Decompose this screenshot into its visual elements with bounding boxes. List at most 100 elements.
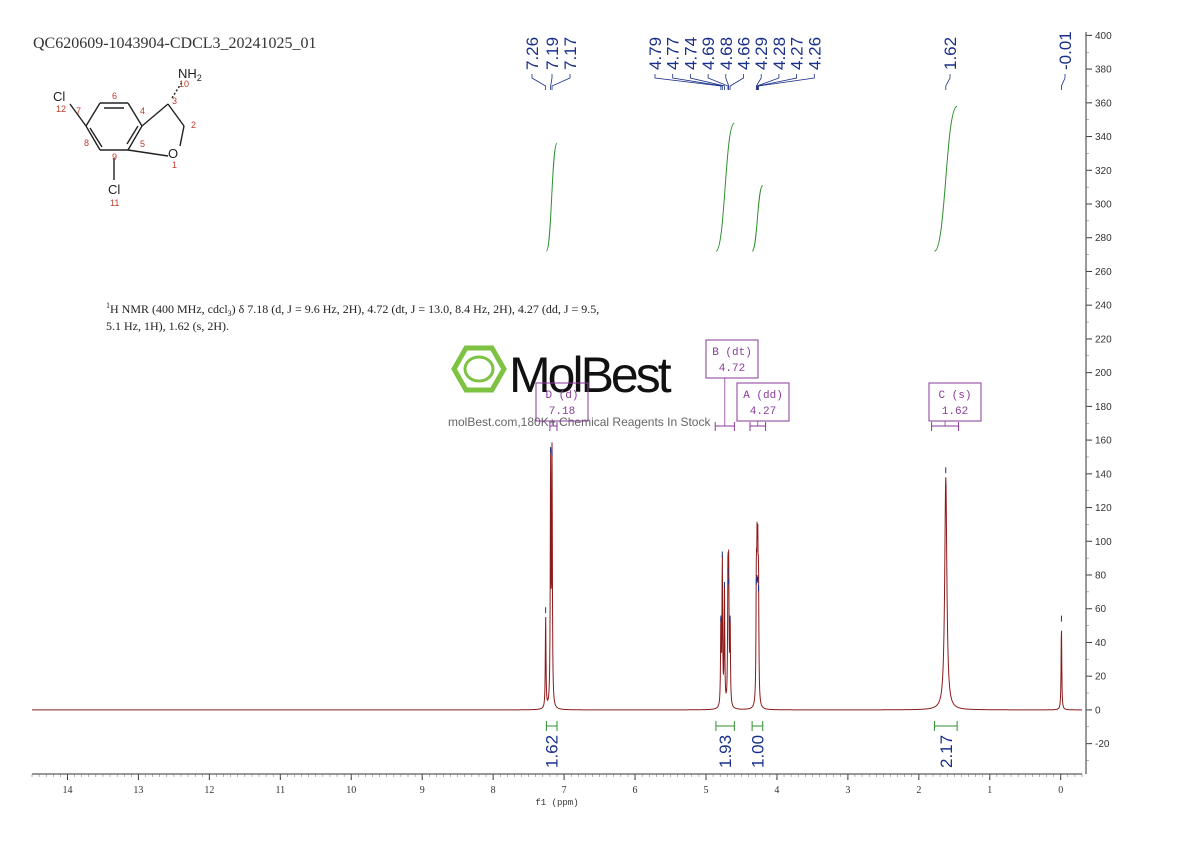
integral-curve (751, 184, 764, 252)
y-tick-label: 180 (1095, 402, 1112, 413)
y-tick-label: 40 (1095, 638, 1107, 649)
multiplet-shift: 1.62 (942, 406, 968, 418)
x-tick-label: 7 (562, 785, 567, 796)
peak-leader-line (757, 74, 797, 90)
chemical-structure (69, 81, 185, 180)
multiplet-box (535, 382, 589, 422)
y-tick-label: 120 (1095, 503, 1112, 514)
peak-leader-line (672, 74, 723, 90)
peak-shift-label: 4.28 (770, 37, 789, 70)
y-tick-label: 60 (1095, 604, 1107, 615)
multiplet-box (928, 382, 982, 422)
integral-curve (933, 105, 958, 252)
multiplet-shift: 7.18 (549, 406, 575, 418)
integral-value: 1.00 (748, 735, 767, 768)
integral-layer: 1.62 1.93 1.00 2.17 (543, 105, 958, 768)
peak-leader-line (654, 74, 722, 90)
y-tick-label: 340 (1095, 132, 1112, 143)
y-tick-label: 20 (1095, 672, 1107, 683)
peak-shift-label: 7.26 (523, 37, 542, 70)
multiplet-label: B (dt) (712, 347, 752, 359)
peak-shift-label: 4.74 (681, 37, 700, 70)
atom-number: 7 (76, 106, 81, 116)
integral-curve (715, 122, 735, 252)
peak-leader-line (690, 74, 725, 90)
nmr-description-line1: 1H NMR (400 MHz, cdcl3) δ 7.18 (d, J = 9… (106, 301, 599, 318)
y-tick-label: 260 (1095, 267, 1112, 278)
y-tick-label: 380 (1095, 65, 1112, 76)
peak-shift-label: 4.79 (646, 37, 665, 70)
peak-shift-label: 4.27 (788, 37, 807, 70)
peak-leader-line (725, 74, 730, 90)
x-tick-label: 9 (420, 785, 425, 796)
atom-number: 4 (140, 106, 145, 116)
peak-shift-label: -0.01 (1056, 31, 1075, 70)
x-tick-label: 4 (774, 785, 779, 796)
y-tick-layer: 4003803603403203002802602402202001801601… (1086, 31, 1112, 761)
multiplet-box (736, 382, 790, 422)
y-tick-label: 80 (1095, 571, 1107, 582)
peak-leader-line (756, 74, 780, 90)
oxygen-label: O (168, 146, 178, 161)
multiplet-shift: 4.27 (750, 406, 776, 418)
peak-leader-line (551, 74, 571, 90)
sample-id: QC620609-1043904-CDCL3_20241025_01 (33, 35, 317, 52)
watermark-brand: MolBest (509, 347, 672, 403)
y-tick-label: 280 (1095, 233, 1112, 244)
y-tick-label: 160 (1095, 436, 1112, 447)
structure-labels: NH2 Cl Cl O 1 2 3 4 5 6 7 8 9 10 11 12 (53, 66, 202, 208)
atom-number: 10 (179, 79, 189, 89)
multiplet-box (705, 339, 759, 379)
y-tick-label: 360 (1095, 98, 1112, 109)
multiplet-layer: D (d) 7.18 B (dt) 4.72 A (dd) 4.27 C (s) 1.62 (535, 339, 982, 431)
multiplet-label: D (d) (545, 390, 578, 402)
y-tick-label: 220 (1095, 334, 1112, 345)
x-tick-label: 10 (346, 785, 356, 796)
multiplet-label: C (s) (938, 390, 971, 402)
atom-number: 9 (112, 152, 117, 162)
atom-number: 5 (140, 139, 145, 149)
peak-leader-line (707, 74, 729, 90)
spectrum-line (32, 442, 1083, 711)
peak-shift-label: 4.29 (752, 37, 771, 70)
x-tick-label: 14 (62, 785, 72, 796)
x-tick-label: 8 (491, 785, 496, 796)
multiplet-label: A (dd) (743, 390, 783, 402)
y-tick-label: -20 (1095, 739, 1110, 750)
chlorine-top-label: Cl (53, 89, 65, 104)
x-tick-label: 13 (133, 785, 143, 796)
peak-leader-line (531, 74, 547, 90)
atom-number: 6 (112, 91, 117, 101)
y-tick-label: 300 (1095, 200, 1112, 211)
y-tick-label: 400 (1095, 31, 1112, 42)
peak-shift-label: 7.17 (561, 37, 580, 70)
x-tick-label: 1 (987, 785, 992, 796)
benzene-ring-icon (463, 355, 495, 383)
y-tick-label: 0 (1095, 705, 1101, 716)
x-axis-label: f1 (ppm) (535, 798, 578, 808)
x-tick-label: 0 (1058, 785, 1063, 796)
benzene-logo-icon (451, 345, 507, 393)
y-tick-label: 320 (1095, 166, 1112, 177)
nmr-description-line2: 5.1 Hz, 1H), 1.62 (s, 2H). (106, 319, 229, 333)
chlorine-bottom-label: Cl (108, 182, 120, 197)
peak-leader-line (550, 74, 553, 90)
atom-number: 11 (110, 198, 119, 208)
x-tick-layer: 14 13 12 11 10 9 8 7 6 5 4 3 2 1 0 (31, 774, 1083, 796)
y-tick-label: 140 (1095, 469, 1112, 480)
x-tick-label: 12 (204, 785, 214, 796)
peak-shift-label: 1.62 (941, 37, 960, 70)
x-tick-label: 6 (633, 785, 638, 796)
peak-shift-label: 4.77 (664, 37, 683, 70)
peak-shift-label: 4.66 (735, 37, 754, 70)
amine-label: NH2 (178, 66, 202, 83)
atom-number: 1 (172, 160, 177, 170)
integral-value: 2.17 (937, 735, 956, 768)
peak-leader-line (945, 74, 951, 90)
y-tick-label: 200 (1095, 368, 1112, 379)
x-tick-label: 5 (703, 785, 708, 796)
peak-shift-label: 7.19 (543, 37, 562, 70)
y-tick-label: 100 (1095, 537, 1112, 548)
peak-leader-line (755, 74, 762, 90)
x-tick-label: 11 (275, 785, 285, 796)
